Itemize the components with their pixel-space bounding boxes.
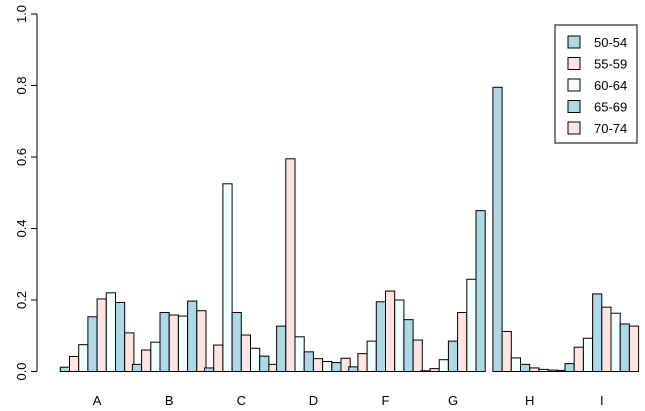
bar — [475, 210, 486, 372]
bar — [619, 323, 630, 373]
bar — [466, 278, 477, 373]
y-tick-label: 0.0 — [14, 362, 29, 380]
bar — [177, 315, 189, 372]
bar — [420, 370, 431, 373]
bar — [87, 316, 98, 372]
legend-swatch — [567, 121, 581, 135]
legend-swatch — [567, 57, 581, 70]
y-axis: 0.0 0.2 0.4 0.6 0.8 1.0 — [14, 5, 38, 381]
bar — [457, 312, 468, 373]
bar — [285, 158, 296, 372]
bar — [375, 301, 386, 373]
bar — [105, 292, 117, 373]
bar — [394, 299, 405, 372]
bar — [538, 368, 549, 373]
legend-swatch — [567, 35, 581, 49]
bar — [303, 351, 314, 372]
bar — [412, 339, 423, 373]
bar — [96, 298, 107, 372]
bar — [131, 363, 143, 373]
bar — [115, 302, 126, 372]
legend-label: 50-54 — [594, 35, 627, 50]
legend-label: 60-64 — [594, 78, 627, 93]
y-tick-label: 0.2 — [14, 291, 29, 309]
bar — [168, 314, 179, 373]
bar — [592, 293, 603, 372]
bar — [501, 330, 512, 372]
bar — [547, 369, 558, 373]
x-tick-label: G — [448, 393, 458, 408]
bar — [213, 344, 224, 373]
bar — [429, 368, 440, 373]
bar — [141, 349, 152, 372]
x-tick-label: D — [309, 393, 318, 408]
legend-swatch — [567, 78, 581, 92]
legend-swatch — [567, 100, 581, 113]
x-tick-label: H — [525, 393, 534, 408]
bar — [340, 357, 351, 372]
y-tick-label: 0.6 — [14, 148, 29, 166]
y-tick-label: 0.8 — [14, 76, 29, 94]
bar — [78, 344, 89, 372]
bar — [240, 334, 252, 373]
bar — [601, 306, 612, 372]
bar — [610, 312, 621, 373]
bar — [276, 325, 287, 373]
bar — [196, 310, 207, 373]
y-tick-label: 0.4 — [14, 219, 29, 237]
bar — [222, 183, 233, 372]
bar — [447, 340, 459, 372]
bar — [385, 290, 396, 372]
y-tick-label: 1.0 — [14, 5, 29, 23]
bar — [124, 332, 135, 373]
bar — [259, 355, 270, 373]
bar — [59, 366, 70, 372]
bars — [59, 86, 640, 373]
bar — [403, 319, 414, 373]
bar — [520, 363, 531, 373]
legend-label: 55-59 — [594, 57, 627, 72]
bar — [348, 366, 359, 373]
bar — [357, 353, 368, 372]
x-tick-label: C — [237, 393, 246, 408]
x-tick-label: I — [600, 393, 604, 408]
bar — [204, 367, 215, 372]
bar — [294, 336, 305, 373]
bar — [150, 341, 161, 372]
bar — [492, 86, 503, 372]
bar — [231, 312, 242, 373]
bar — [510, 357, 521, 373]
bar — [529, 367, 540, 372]
bar — [573, 346, 584, 373]
bar — [322, 360, 333, 372]
bar — [582, 337, 594, 373]
bar — [250, 347, 261, 373]
bar — [438, 359, 449, 373]
bar — [69, 355, 80, 372]
legend-label: 70-74 — [594, 121, 627, 136]
bar — [331, 362, 342, 372]
x-tick-label: B — [165, 393, 174, 408]
bar — [312, 358, 324, 373]
legend: 50-54 55-59 60-64 65-69 70-74 — [554, 24, 638, 144]
legend-label: 65-69 — [594, 100, 627, 115]
x-tick-label: A — [93, 393, 102, 408]
bar — [159, 312, 170, 373]
bar — [366, 340, 377, 372]
bar — [187, 300, 198, 373]
bar — [564, 363, 575, 373]
bar — [628, 325, 640, 373]
x-tick-label: F — [382, 393, 390, 408]
